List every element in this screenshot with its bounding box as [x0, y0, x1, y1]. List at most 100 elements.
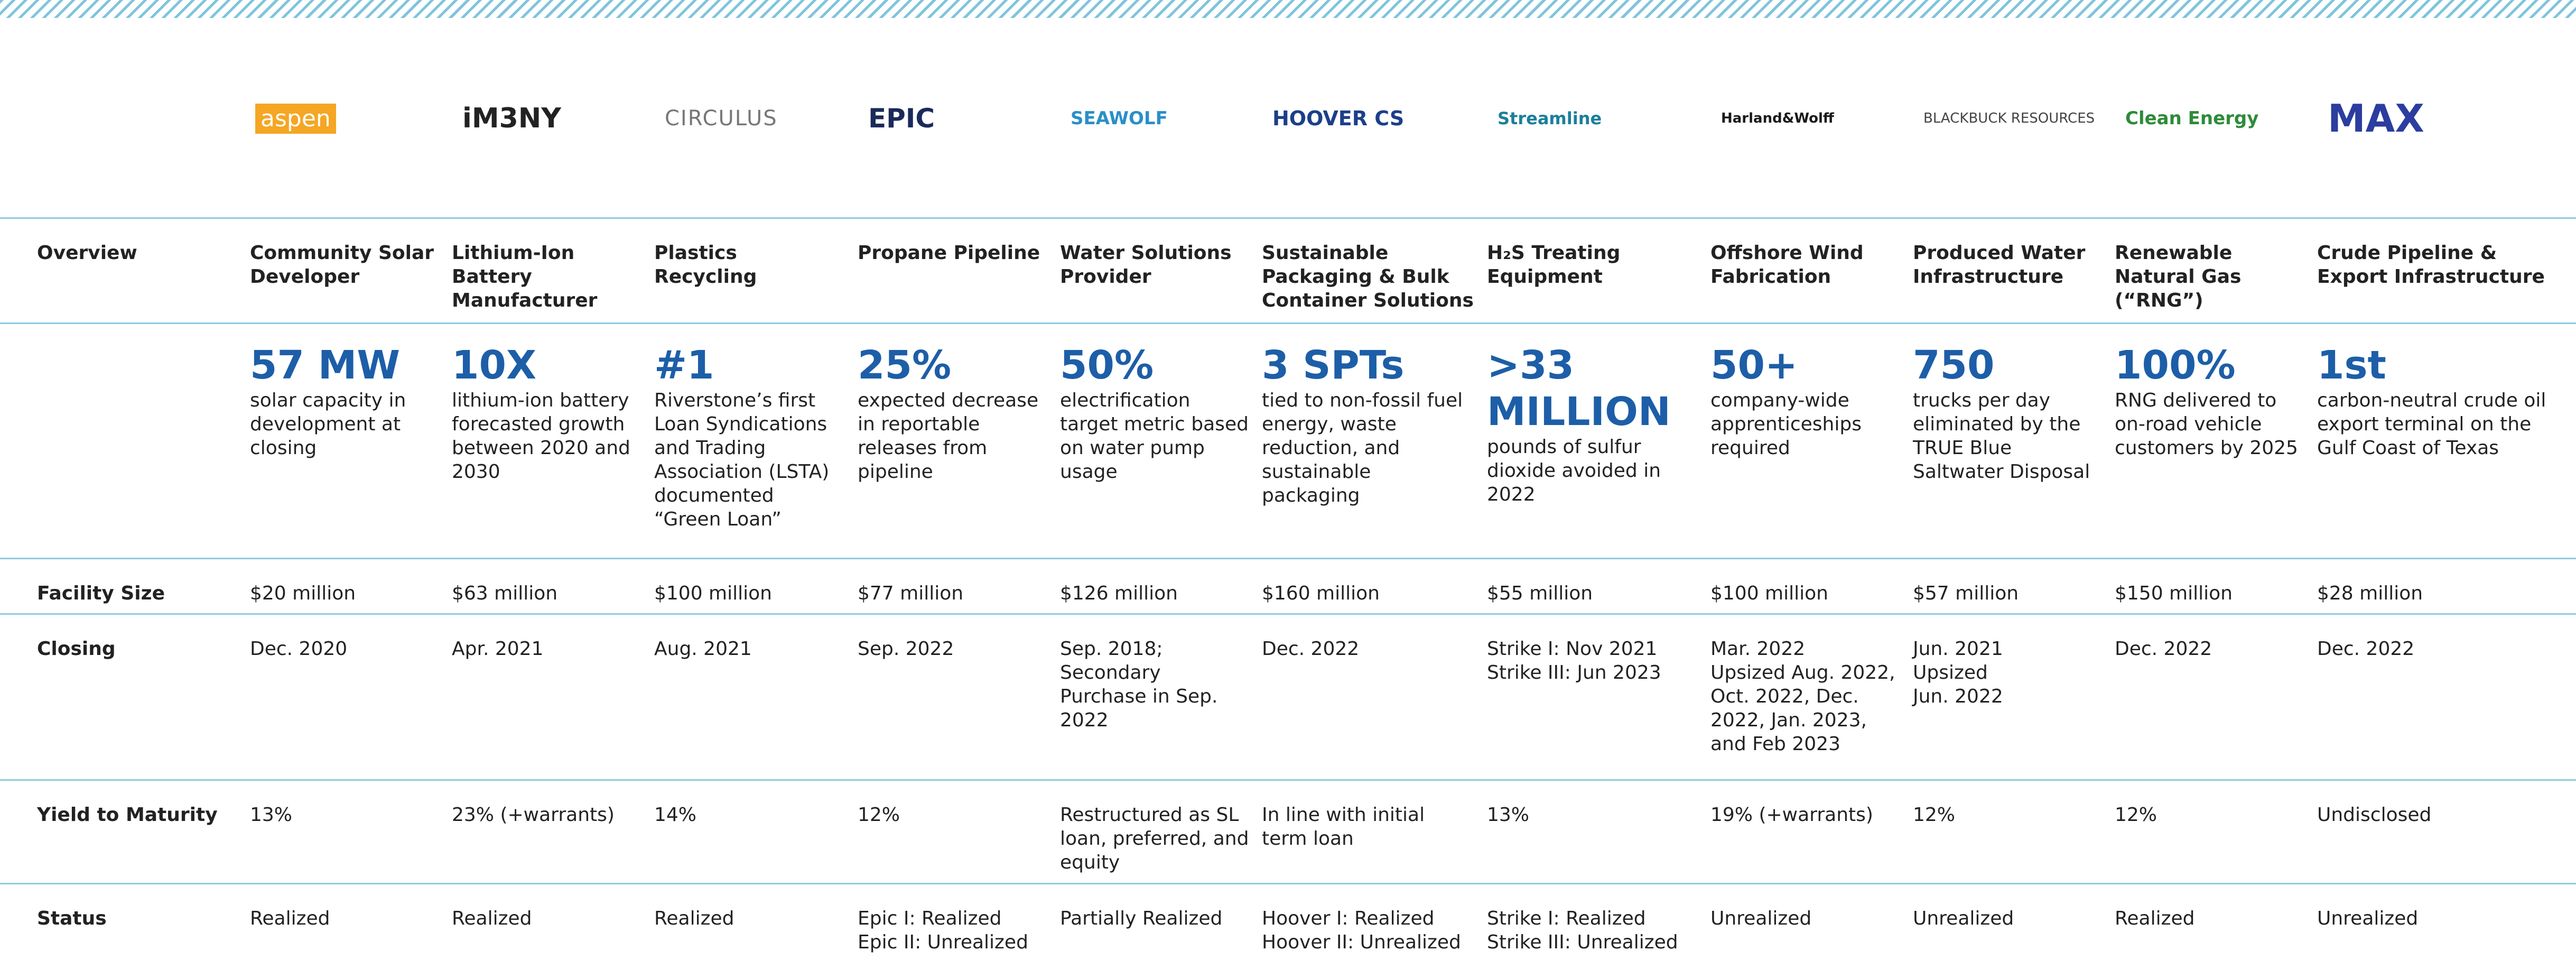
company-logo: Streamline — [1498, 108, 1602, 128]
yield-cell: 23% (+warrants) — [452, 781, 654, 884]
highlight-description: solar capacity in development at closing — [250, 390, 406, 459]
highlight-cell: #1 Riverstone’s first Loan Syndications a… — [654, 324, 858, 559]
yield-cell: In line with initial term loan — [1262, 781, 1487, 884]
company-logo: aspen — [255, 103, 336, 134]
closing-cell: Mar. 2022 Upsized Aug. 2022, Oct. 2022, … — [1710, 615, 1913, 781]
status-cell: Realized — [250, 908, 330, 929]
logo-cell: Harland&Wolff — [1710, 20, 1913, 219]
highlight-metric: 57 MW — [250, 343, 401, 388]
row-label-spacer — [0, 324, 250, 559]
highlight-description: RNG delivered to on-road vehicle custome… — [2115, 390, 2298, 459]
facility-size-cell: $126 million — [1060, 559, 1262, 615]
company-logo: iM3NY — [462, 102, 561, 134]
yield-cell: Undisclosed — [2317, 781, 2576, 884]
highlight-cell: 10X lithium-ion battery forecasted growth… — [452, 324, 654, 559]
status-cell: Hoover I: Realized Hoover II: Unrealized — [1262, 908, 1461, 953]
facility-size-cell: $150 million — [2115, 559, 2317, 615]
row-label: Yield to Maturity — [0, 781, 250, 884]
logo-cell: BLACKBUCK RESOURCES — [1913, 20, 2115, 219]
company-logo: Harland&Wolff — [1721, 110, 1834, 126]
overview-cell: H₂S Treating Equipment — [1487, 219, 1710, 324]
status-cell: Unrealized — [2317, 908, 2419, 929]
row-label: Overview — [0, 219, 250, 324]
highlight-cell: 1st carbon-neutral crude oil export termi… — [2317, 324, 2576, 559]
company-logo: Clean Energy — [2125, 107, 2259, 129]
highlight-metric: 3 SPTs — [1262, 343, 1405, 388]
status-cell: Strike I: Realized Strike III: Unrealize… — [1487, 908, 1678, 953]
logo-cell: aspen — [250, 20, 452, 219]
highlight-cell: 50+ company-wide apprenticeships required — [1710, 324, 1913, 559]
company-logo: MAX — [2328, 96, 2424, 141]
yield-cell: 14% — [654, 781, 858, 884]
status-cell: Partially Realized — [1060, 908, 1223, 929]
facility-size-cell: $63 million — [452, 559, 654, 615]
facility-size-cell: $57 million — [1913, 559, 2115, 615]
overview-cell: Propane Pipeline — [858, 219, 1060, 324]
facility-size-cell: $77 million — [858, 559, 1060, 615]
overview-cell: Lithium-Ion Battery Manufacturer — [452, 219, 654, 324]
highlight-cell: 50% electrification target metric based o… — [1060, 324, 1262, 559]
facility-size-cell: $100 million — [654, 559, 858, 615]
yield-cell: 13% — [250, 781, 452, 884]
yield-cell: 12% — [858, 781, 1060, 884]
closing-cell: Sep. 2018; Secondary Purchase in Sep. 20… — [1060, 615, 1262, 781]
highlight-metric: 25% — [858, 343, 952, 388]
status-cell: Epic I: Realized Epic II: Unrealized — [858, 908, 1028, 953]
row-label: Closing — [0, 615, 250, 781]
closing-cell: Jun. 2021 Upsized Jun. 2022 — [1913, 615, 2115, 781]
overview-cell: Produced Water Infrastructure — [1913, 219, 2115, 324]
yield-cell: 19% (+warrants) — [1710, 781, 1913, 884]
closing-cell: Strike I: Nov 2021 Strike III: Jun 2023 — [1487, 615, 1710, 781]
highlight-description: lithium-ion battery forecasted growth be… — [452, 390, 630, 483]
closing-cell: Dec. 2022 — [2317, 615, 2576, 781]
overview-cell: Community Solar Developer — [250, 219, 452, 324]
deal-table: aspen iM3NY CIRCULUS EPIC SEAWOLF HOOVER CS St… — [0, 20, 2576, 960]
company-logo: EPIC — [868, 103, 935, 134]
company-logo: HOOVER CS — [1272, 106, 1405, 130]
facility-size-cell: $28 million — [2317, 559, 2576, 615]
status-cell: Realized — [654, 908, 734, 929]
yield-cell: Restructured as SL loan, preferred, and … — [1060, 781, 1262, 884]
highlight-metric: 750 — [1913, 343, 1995, 388]
logo-cell: CIRCULUS — [654, 20, 858, 219]
closing-cell: Dec. 2022 — [1262, 615, 1487, 781]
logo-cell: HOOVER CS — [1262, 20, 1487, 219]
company-logo: SEAWOLF — [1071, 107, 1168, 129]
closing-cell: Aug. 2021 — [654, 615, 858, 781]
status-cell: Unrealized — [1913, 908, 2014, 929]
highlight-cell: 57 MW solar capacity in development at cl… — [250, 324, 452, 559]
closing-cell: Dec. 2022 — [2115, 615, 2317, 781]
highlight-cell: >33 MILLION pounds of sulfur dioxide avoi… — [1487, 324, 1710, 559]
overview-cell: Crude Pipeline & Export Infrastructure — [2317, 219, 2576, 324]
highlight-metric: >33 MILLION — [1487, 343, 1671, 435]
closing-cell: Sep. 2022 — [858, 615, 1060, 781]
company-logo: CIRCULUS — [665, 106, 778, 131]
facility-size-cell: $20 million — [250, 559, 452, 615]
status-cell: Realized — [452, 908, 532, 929]
highlight-description: expected decrease in reportable releases… — [858, 390, 1039, 483]
logo-cell: Streamline — [1487, 20, 1710, 219]
highlight-cell: 25% expected decrease in reportable relea… — [858, 324, 1060, 559]
overview-cell: Renewable Natural Gas (“RNG”) — [2115, 219, 2317, 324]
logo-cell: MAX — [2317, 20, 2576, 219]
logo-cell: iM3NY — [452, 20, 654, 219]
overview-cell: Plastics Recycling — [654, 219, 858, 324]
status-cell: Realized — [2115, 908, 2195, 929]
highlight-description: company-wide apprenticeships required — [1710, 390, 1862, 459]
closing-cell: Dec. 2020 — [250, 615, 452, 781]
yield-cell: 12% — [2115, 781, 2317, 884]
logo-cell: SEAWOLF — [1060, 20, 1262, 219]
highlight-cell: 3 SPTs tied to non-fossil fuel energy, wa… — [1262, 324, 1487, 559]
closing-cell: Apr. 2021 — [452, 615, 654, 781]
row-label: Status — [37, 908, 107, 929]
company-logo: BLACKBUCK RESOURCES — [1923, 110, 2095, 126]
highlight-metric: 100% — [2115, 343, 2236, 388]
highlight-metric: 50+ — [1710, 343, 1798, 388]
highlight-description: Riverstone’s first Loan Syndications and… — [654, 390, 830, 530]
logo-cell: EPIC — [858, 20, 1060, 219]
overview-cell: Sustainable Packaging & Bulk Container S… — [1262, 219, 1487, 324]
row-label: Facility Size — [0, 559, 250, 615]
highlight-description: pounds of sulfur dioxide avoided in 2022 — [1487, 436, 1661, 505]
logo-label-spacer — [0, 20, 250, 219]
